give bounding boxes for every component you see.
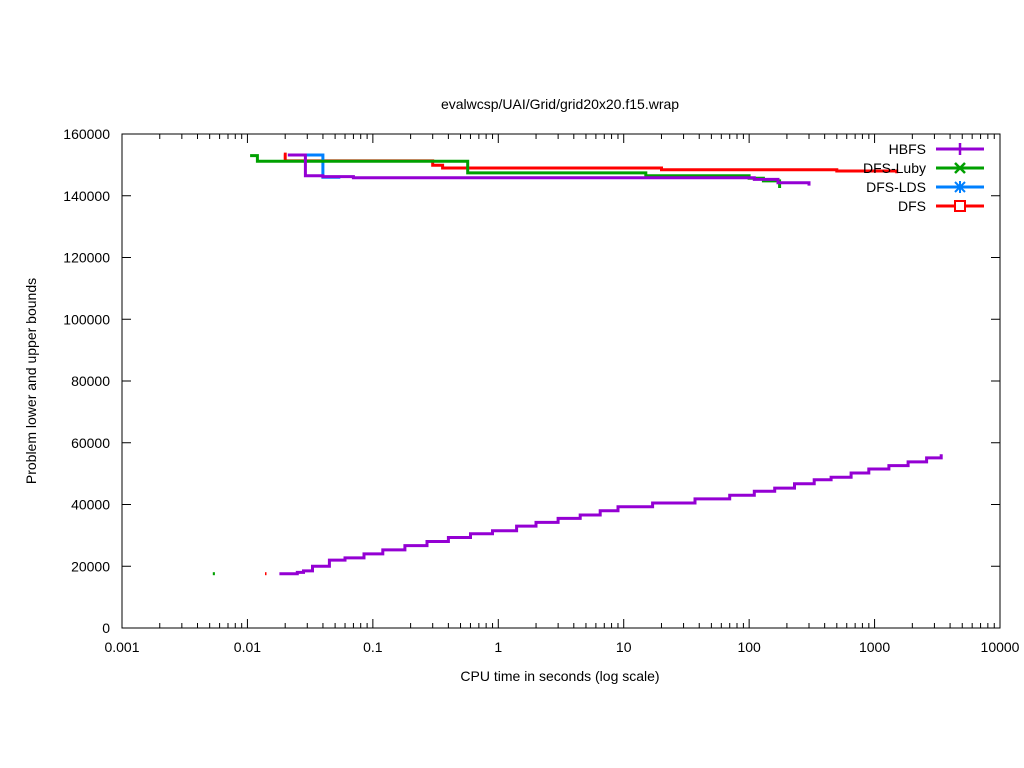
legend-label: DFS-LDS (866, 179, 926, 195)
legend: HBFS DFS-Luby DFS-LDS DFS (863, 141, 984, 214)
x-tick-label: 0.01 (234, 639, 261, 655)
y-tick-label: 80000 (71, 373, 110, 389)
star-marker-icon (954, 181, 966, 193)
y-tick-label: 140000 (63, 188, 110, 204)
plus-marker-icon (954, 143, 966, 155)
y-tick-label: 100000 (63, 311, 110, 327)
x-axis-title: CPU time in seconds (log scale) (460, 668, 659, 684)
legend-label: HBFS (889, 141, 926, 157)
chart-title: evalwcsp/UAI/Grid/grid20x20.f15.wrap (441, 96, 679, 112)
series-hbfs-upper-line (287, 153, 811, 186)
cross-marker-icon (954, 162, 966, 174)
series-hbfs-lower-line (279, 454, 943, 576)
x-tick-label: 10000 (981, 639, 1020, 655)
y-tick-label: 20000 (71, 558, 110, 574)
plot-frame (121, 133, 1001, 629)
y-tick-label: 120000 (63, 250, 110, 266)
series-dfs-upper-line (283, 152, 899, 174)
x-tick-label: 0.001 (104, 639, 139, 655)
x-tick-label: 100 (737, 639, 761, 655)
x-tick-label: 0.1 (363, 639, 383, 655)
legend-label: DFS (898, 198, 926, 214)
series-dfs-lds-upper-line (297, 153, 341, 179)
square-marker-icon (954, 200, 966, 212)
x-tick-label: 1000 (859, 639, 890, 655)
series-layer (212, 152, 943, 576)
series-dfs-luby-upper-line (250, 154, 782, 188)
y-tick-label: 40000 (71, 497, 110, 513)
x-tick-labels: 0.001 0.01 0.1 1 10 100 1000 10000 (104, 639, 1019, 655)
y-tick-label: 160000 (63, 126, 110, 142)
legend-label: DFS-Luby (863, 160, 926, 176)
y-tick-labels: 0 20000 40000 60000 80000 100000 120000 140000 1… (63, 126, 110, 636)
x-tick-label: 1 (494, 639, 502, 655)
axis-ticks (121, 133, 1001, 629)
x-tick-label: 10 (616, 639, 632, 655)
y-tick-label: 60000 (71, 435, 110, 451)
y-axis-title: Problem lower and upper bounds (23, 278, 39, 484)
y-tick-label: 0 (102, 620, 110, 636)
